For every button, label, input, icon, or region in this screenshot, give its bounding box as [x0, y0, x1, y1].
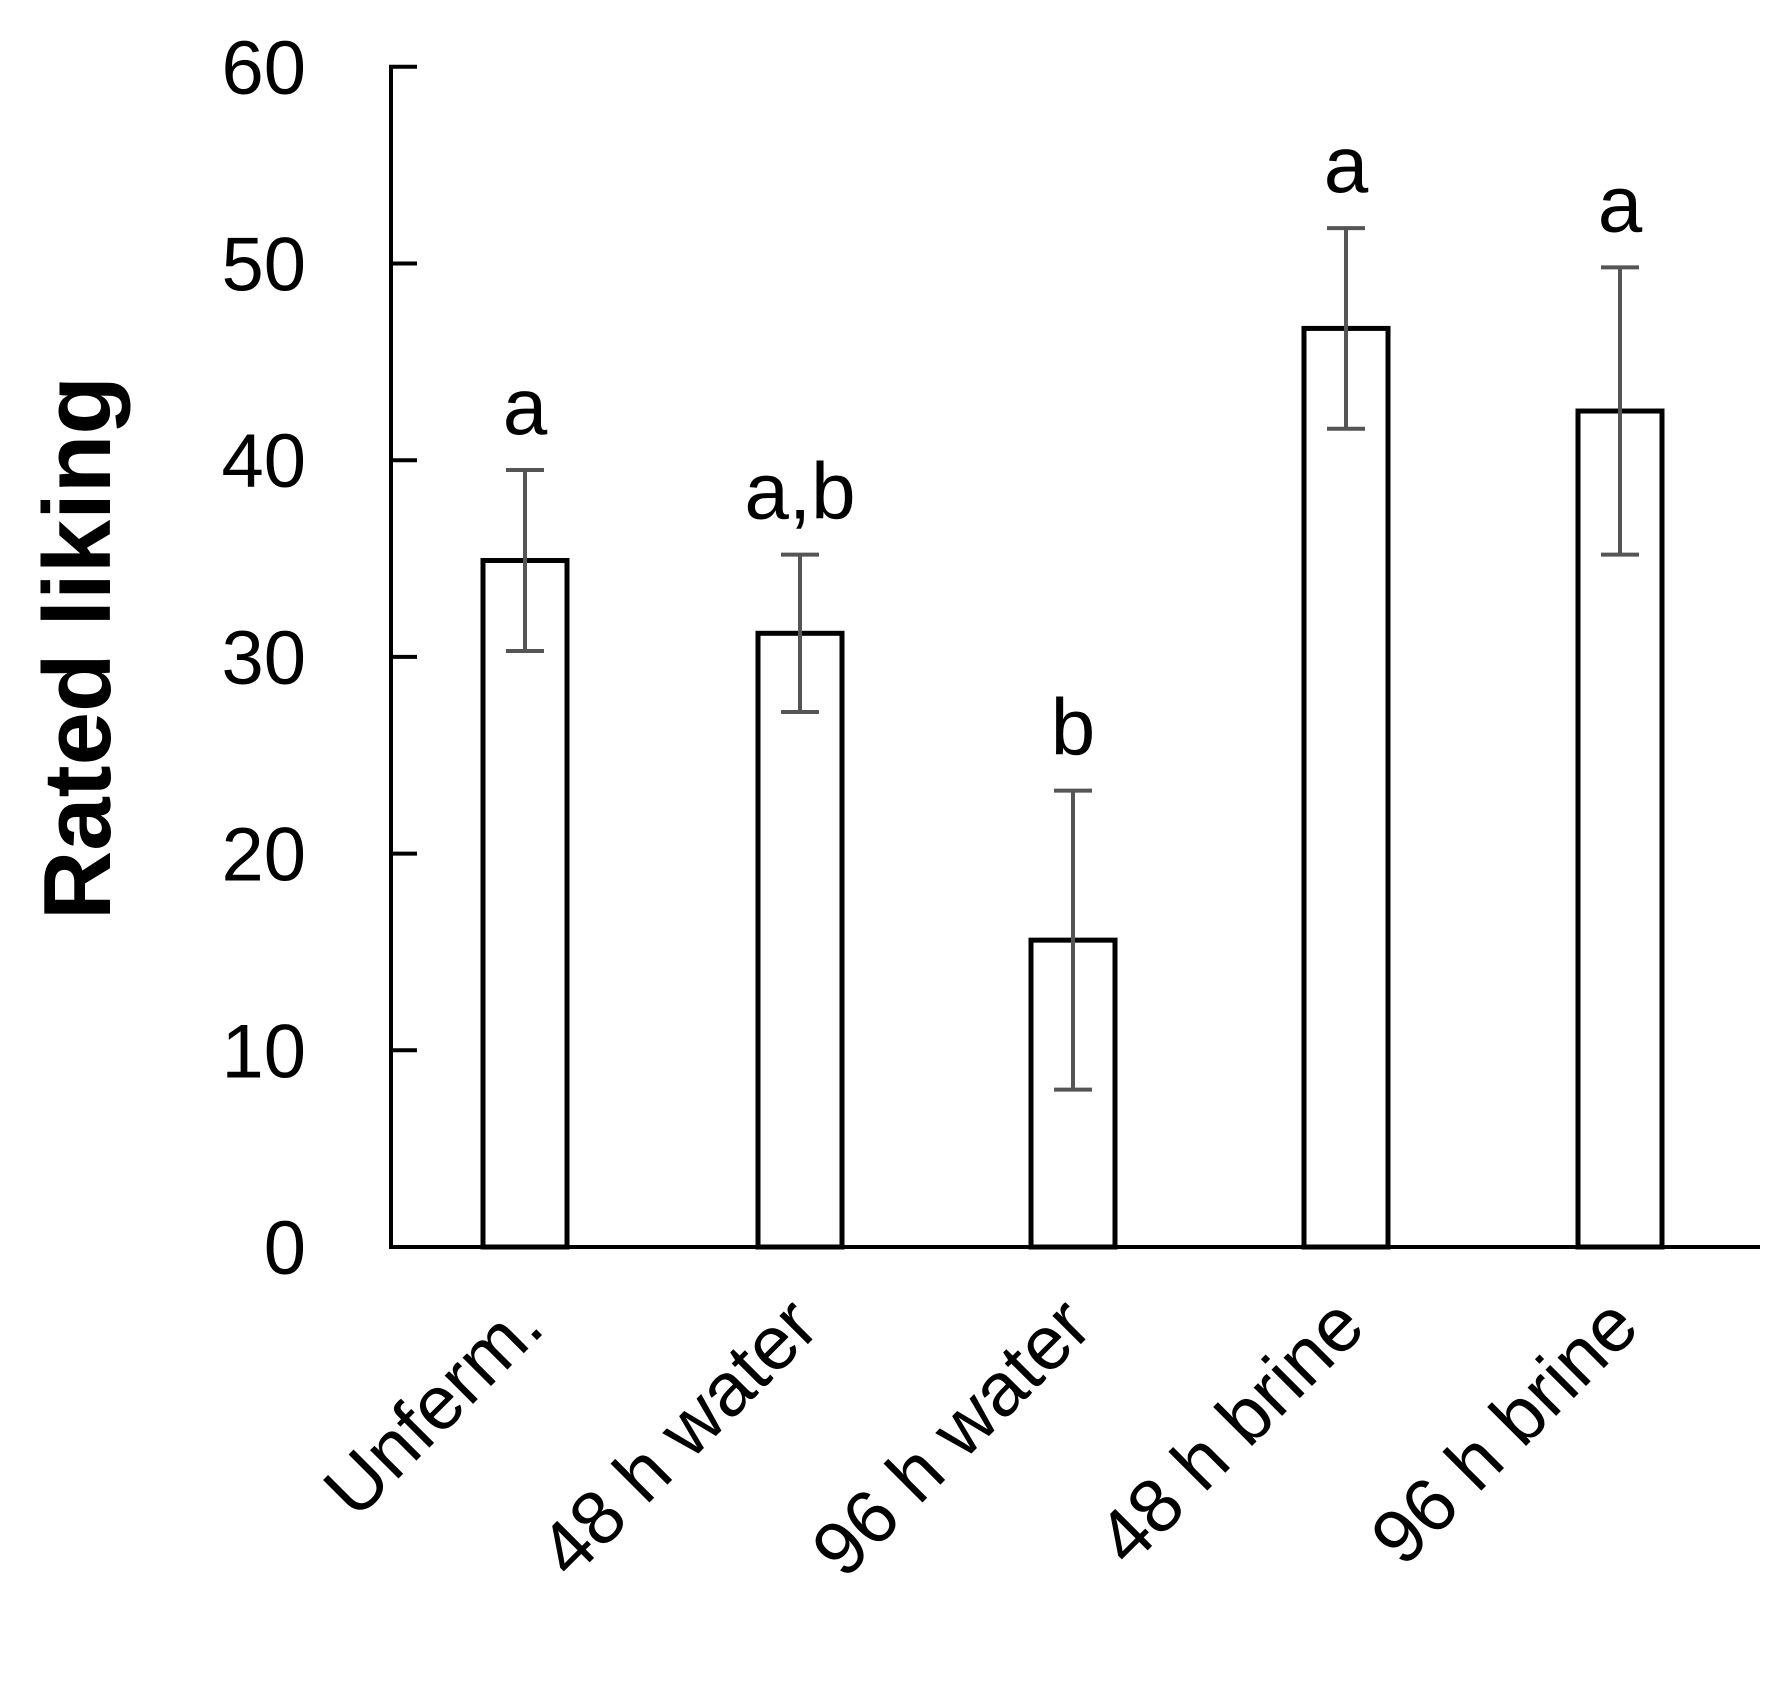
x-category-label-0: Unferm. [308, 1282, 559, 1533]
bars-layer [480, 325, 1665, 1250]
bar-3 [1301, 325, 1391, 1250]
y-tick-label-2: 20 [221, 813, 306, 898]
significance-label-2: b [1051, 683, 1096, 772]
x-category-label-2: 96 h water [796, 1282, 1107, 1593]
y-tick-label-3: 30 [221, 616, 306, 701]
bar-0 [480, 558, 570, 1250]
error-bar-2 [1054, 788, 1092, 1092]
significance-label-4: a [1598, 159, 1643, 248]
bar-1 [755, 630, 845, 1250]
y-tick-label-4: 40 [221, 419, 306, 504]
significance-label-0: a [503, 362, 548, 451]
significance-label-3: a [1324, 120, 1369, 209]
y-tick-label-1: 10 [221, 1009, 306, 1094]
x-category-label-1: 48 h water [523, 1282, 834, 1593]
error-bar-4 [1601, 265, 1639, 557]
y-tick-label-0: 0 [264, 1206, 306, 1291]
error-bar-3 [1327, 226, 1365, 431]
error-bar-0 [506, 468, 544, 653]
error-bar-1 [781, 552, 819, 714]
axes-layer [389, 64, 1760, 1249]
error-bars-layer [506, 226, 1639, 1092]
x-category-label-3: 48 h brine [1081, 1282, 1380, 1581]
y-axis-label: Rated liking [24, 376, 131, 920]
y-tick-label-5: 50 [221, 223, 306, 308]
x-category-label-4: 96 h brine [1355, 1282, 1654, 1581]
significance-label-1: a,b [744, 447, 855, 536]
y-tick-label-6: 60 [221, 26, 306, 111]
